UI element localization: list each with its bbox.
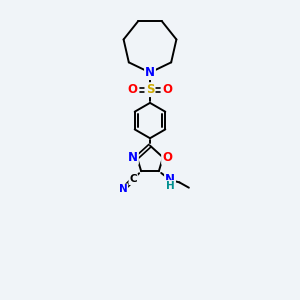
Text: N: N xyxy=(128,151,138,164)
Text: N: N xyxy=(165,173,175,186)
Text: N: N xyxy=(118,184,127,194)
Text: N: N xyxy=(145,66,155,79)
Text: H: H xyxy=(166,181,174,191)
Text: O: O xyxy=(162,151,172,164)
Text: O: O xyxy=(163,83,173,96)
Text: O: O xyxy=(127,83,137,96)
Text: S: S xyxy=(146,83,154,96)
Text: C: C xyxy=(129,174,137,184)
